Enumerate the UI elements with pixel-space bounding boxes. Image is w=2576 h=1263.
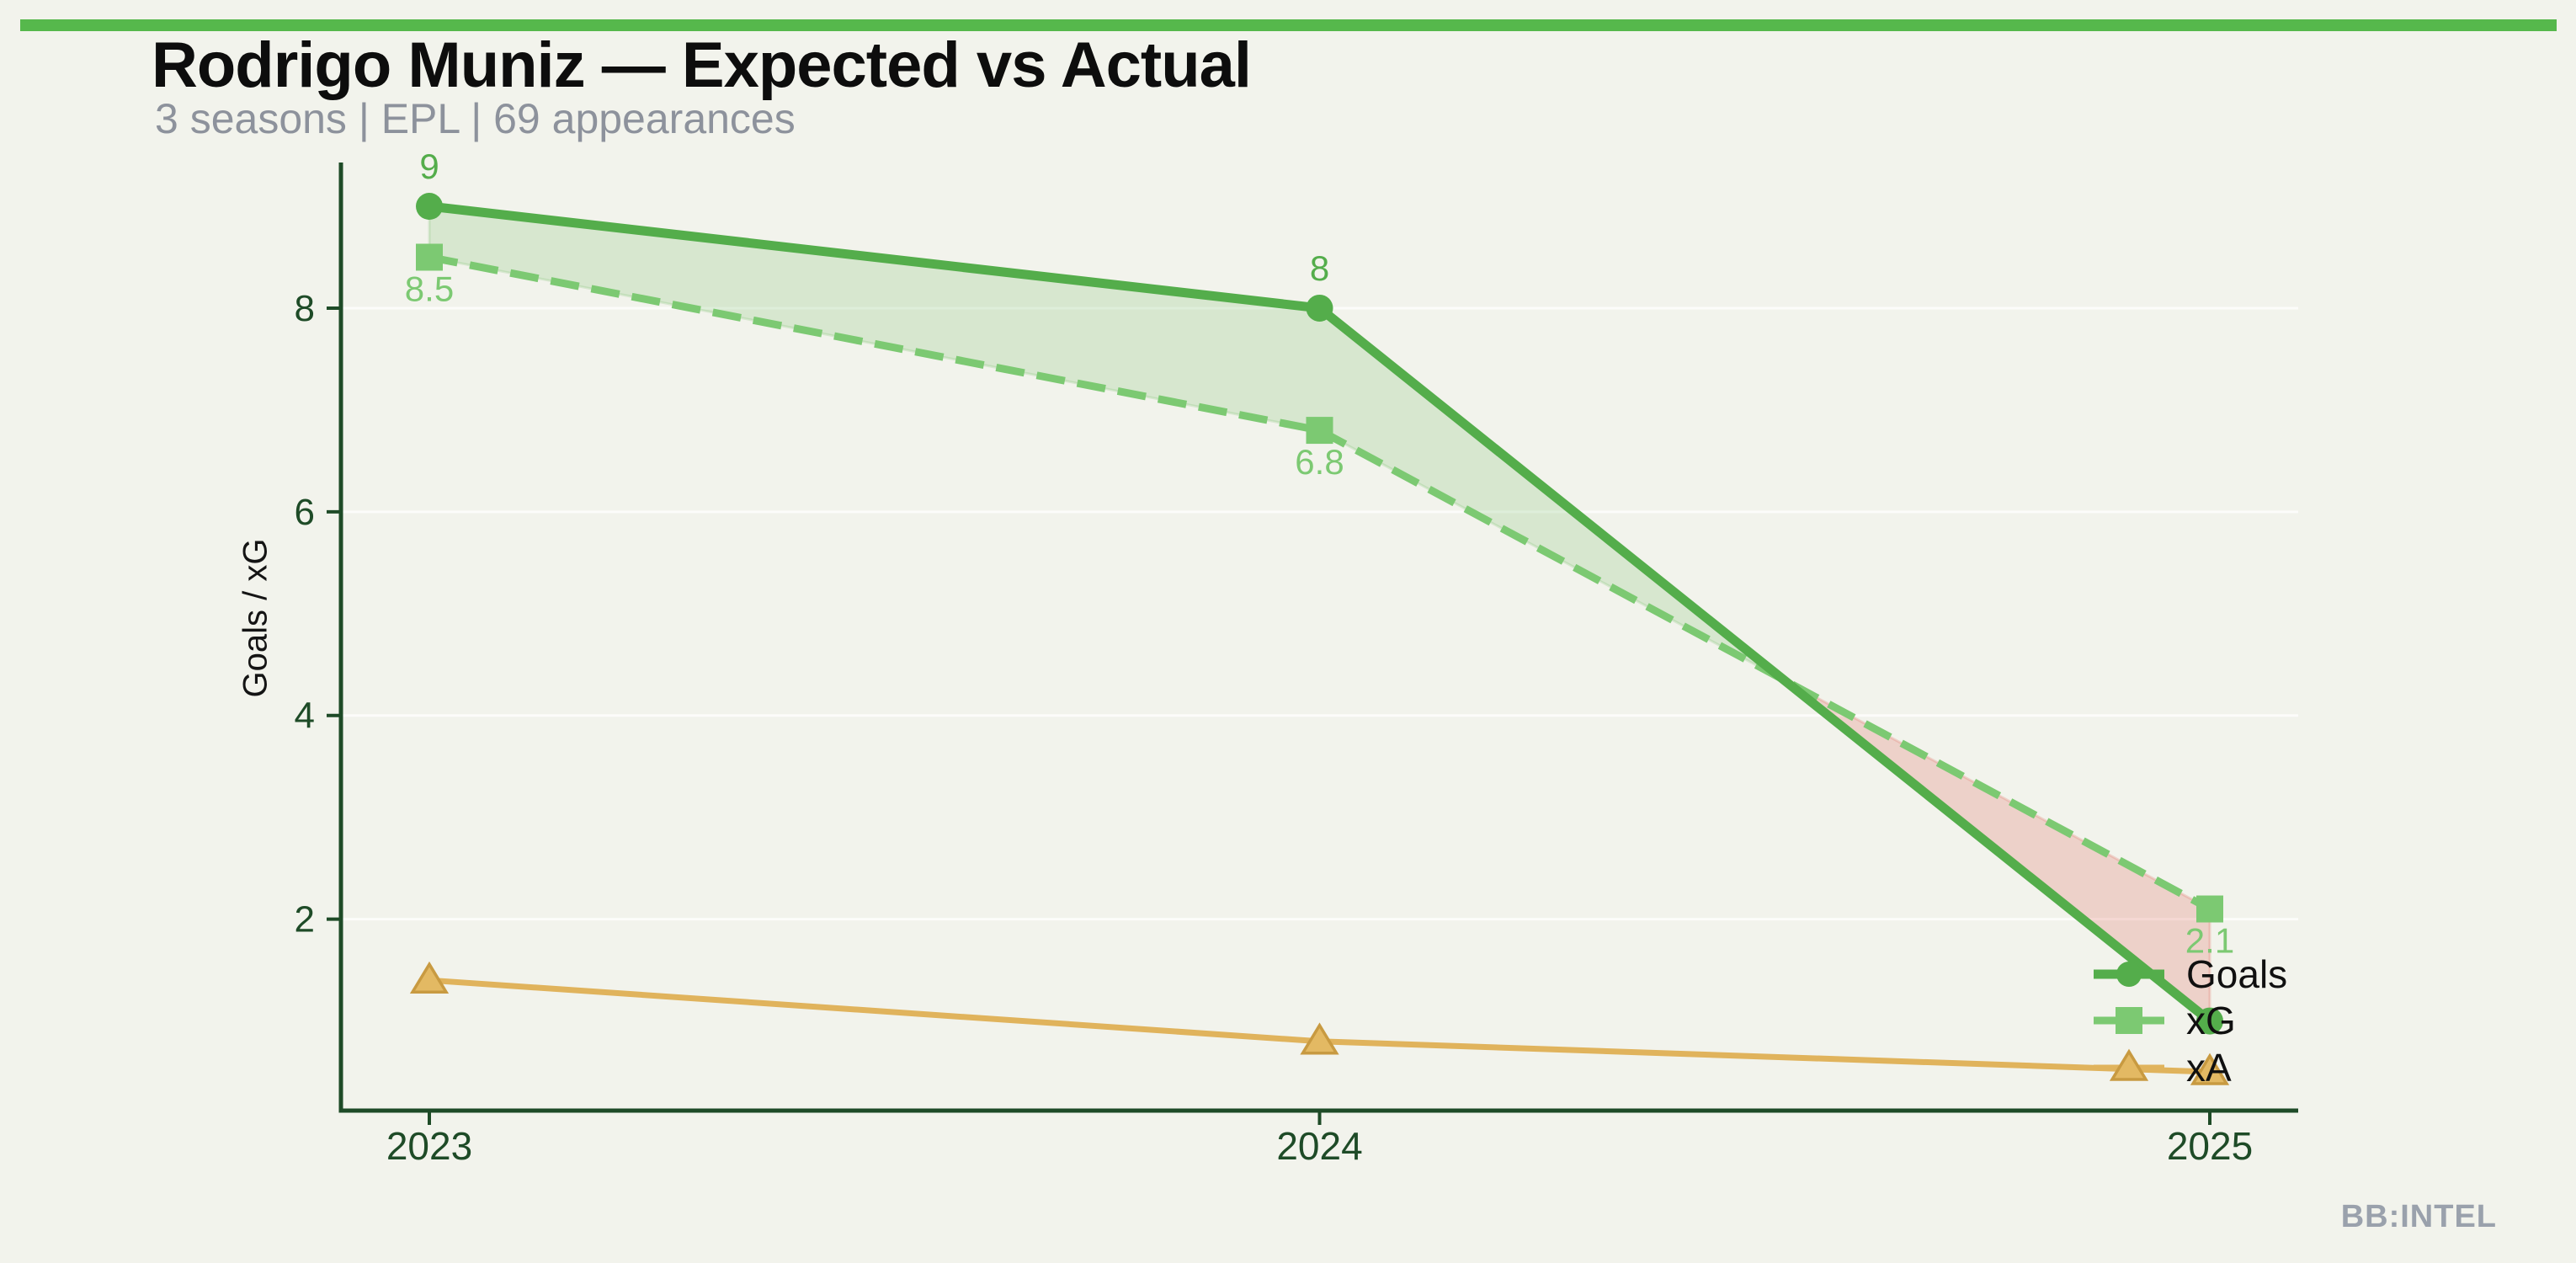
goals-point: [416, 193, 443, 221]
accent-bar: [20, 19, 2557, 31]
point-label: 2.1: [2185, 921, 2234, 961]
watermark: BB:INTEL: [2340, 1199, 2497, 1234]
axes: [338, 163, 2298, 1113]
x-tick-label: 2023: [386, 1124, 472, 1168]
y-tick-label: 4: [295, 695, 315, 737]
goals-point: [2196, 1007, 2223, 1035]
point-label: 8.5: [405, 269, 454, 308]
legend-marker-circle-icon: [2116, 962, 2142, 987]
x-tick-label: 2024: [1276, 1124, 1362, 1168]
legend-label-xg: xG: [2186, 999, 2236, 1042]
y-tick-label: 6: [295, 492, 315, 533]
xa-point: [1300, 1022, 1339, 1055]
xg-point: [416, 243, 443, 271]
xg-line: [428, 253, 2212, 913]
xg-point: [1306, 417, 1333, 445]
point-label: 6.8: [1295, 442, 1344, 482]
legend-marker-triangle-icon: [2109, 1048, 2149, 1081]
point-label: 9: [419, 147, 439, 186]
legend-label-goals: Goals: [2186, 952, 2288, 996]
goals-point: [1306, 294, 1333, 322]
page-subtitle: 3 seasons | EPL | 69 appearances: [155, 95, 796, 142]
legend-label-xa: xA: [2186, 1046, 2232, 1090]
legend-marker-square-icon: [2116, 1007, 2142, 1034]
x-tick-label: 2025: [2167, 1124, 2253, 1168]
overperformance-fill: [428, 205, 1786, 681]
point-label: 8: [1310, 248, 1329, 288]
xa-point: [409, 961, 450, 994]
xg-point: [2196, 895, 2223, 923]
xa-point: [2190, 1052, 2230, 1085]
y-tick-label: 8: [295, 288, 315, 329]
page-title: Rodrigo Muniz — Expected vs Actual: [152, 29, 1252, 101]
y-tick-label: 2: [295, 899, 315, 941]
